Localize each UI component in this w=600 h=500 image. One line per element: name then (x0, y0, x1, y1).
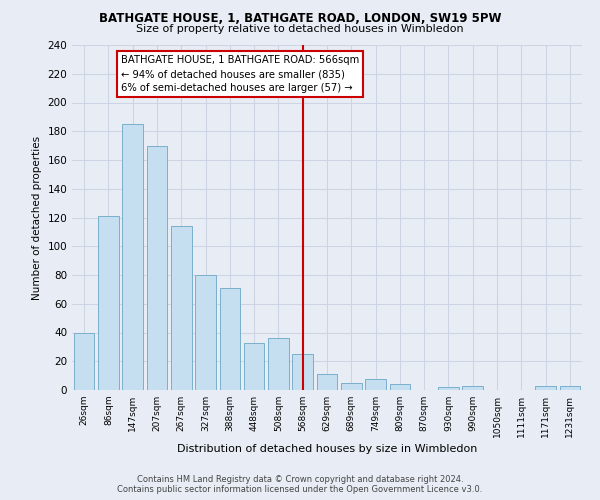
Bar (535, 386, 556, 390)
Bar (74, 332, 94, 390)
Bar (317, 374, 337, 390)
Bar (98, 216, 119, 390)
X-axis label: Distribution of detached houses by size in Wimbledon: Distribution of detached houses by size … (177, 444, 477, 454)
Bar (463, 386, 483, 390)
Text: Size of property relative to detached houses in Wimbledon: Size of property relative to detached ho… (136, 24, 464, 34)
Bar (146, 146, 167, 390)
Bar (244, 342, 265, 390)
Text: BATHGATE HOUSE, 1 BATHGATE ROAD: 566sqm
← 94% of detached houses are smaller (83: BATHGATE HOUSE, 1 BATHGATE ROAD: 566sqm … (121, 55, 359, 93)
Y-axis label: Number of detached properties: Number of detached properties (32, 136, 42, 300)
Bar (341, 383, 362, 390)
Text: Contains HM Land Registry data © Crown copyright and database right 2024.
Contai: Contains HM Land Registry data © Crown c… (118, 474, 482, 494)
Bar (268, 338, 289, 390)
Text: BATHGATE HOUSE, 1, BATHGATE ROAD, LONDON, SW19 5PW: BATHGATE HOUSE, 1, BATHGATE ROAD, LONDON… (99, 12, 501, 26)
Bar (220, 288, 240, 390)
Bar (292, 354, 313, 390)
Bar (560, 386, 580, 390)
Bar (171, 226, 191, 390)
Bar (122, 124, 143, 390)
Bar (365, 378, 386, 390)
Bar (389, 384, 410, 390)
Bar (195, 275, 216, 390)
Bar (438, 387, 459, 390)
